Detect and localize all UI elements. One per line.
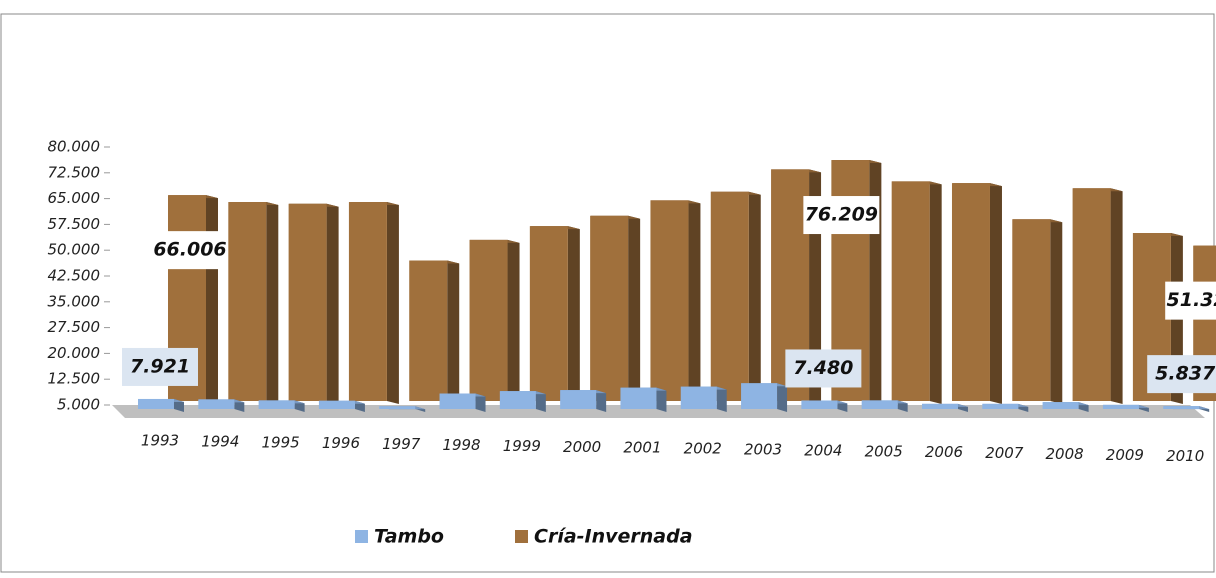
x-tick-label: 2010 xyxy=(1166,447,1204,465)
data-label-box xyxy=(152,231,228,270)
x-tick-label: 1994 xyxy=(201,432,239,450)
x-tick-label: 1993 xyxy=(141,432,179,450)
x-tick-label: 2004 xyxy=(804,441,842,459)
y-tick-label: 42.500 xyxy=(48,267,101,285)
bar-side xyxy=(475,393,486,412)
bar xyxy=(620,387,657,409)
bar xyxy=(560,390,597,409)
data-label: 7.480 xyxy=(793,357,853,379)
bar xyxy=(590,215,629,401)
bar-side xyxy=(567,226,580,404)
bar xyxy=(1072,188,1111,401)
bar-side xyxy=(989,183,1002,404)
bar xyxy=(710,191,749,401)
data-label-box xyxy=(1165,281,1216,320)
legend-label: Tambo xyxy=(374,526,444,548)
bar xyxy=(741,383,778,409)
x-tick-label: 2003 xyxy=(744,441,782,459)
bar xyxy=(469,239,508,401)
y-tick-label: 35.000 xyxy=(48,292,101,310)
bar-side xyxy=(206,195,218,404)
data-label: 66.006 xyxy=(153,239,226,261)
x-tick-label: 1997 xyxy=(382,435,421,453)
bar-side xyxy=(174,398,184,412)
data-label-box xyxy=(785,349,862,388)
y-tick-label: 5.000 xyxy=(57,396,100,414)
y-tick-label: 50.000 xyxy=(48,241,101,259)
bar xyxy=(198,399,235,409)
bar-side xyxy=(716,386,727,412)
x-tick-label: 2005 xyxy=(865,442,903,460)
data-label-box xyxy=(122,347,198,386)
bar-side xyxy=(596,390,607,412)
x-tick-label: 2007 xyxy=(985,444,1024,462)
x-tick-label: 2001 xyxy=(623,439,661,457)
bar-side xyxy=(1110,188,1123,404)
x-tick-label: 2000 xyxy=(563,438,601,456)
x-tick-label: 2008 xyxy=(1045,445,1083,463)
x-tick-label: 1999 xyxy=(503,437,541,455)
bar xyxy=(228,202,267,401)
data-label-box xyxy=(1147,355,1216,394)
legend-swatch xyxy=(355,530,368,543)
data-label: 7.921 xyxy=(130,355,190,377)
legend-swatch xyxy=(515,530,528,543)
bar xyxy=(258,400,295,409)
bar xyxy=(982,403,1019,409)
bar-side xyxy=(507,239,520,404)
bar xyxy=(861,400,898,409)
bar-side xyxy=(748,191,761,404)
bar xyxy=(951,183,990,401)
bar-side xyxy=(777,383,788,412)
y-tick-label: 20.000 xyxy=(48,344,101,362)
y-tick-label: 65.000 xyxy=(48,189,101,207)
bar xyxy=(318,400,355,409)
x-tick-label: 2009 xyxy=(1106,446,1144,464)
bar-side xyxy=(1050,219,1063,404)
y-tick-label: 57.500 xyxy=(48,215,101,233)
legend-label: Cría-Invernada xyxy=(534,526,693,548)
data-label: 51.329 xyxy=(1167,289,1216,311)
bar-side xyxy=(447,260,460,404)
y-tick-label: 72.500 xyxy=(48,163,101,181)
bar xyxy=(1163,406,1200,409)
bar-side xyxy=(234,399,245,412)
data-label-box xyxy=(803,196,880,235)
y-tick-label: 12.500 xyxy=(48,370,101,388)
x-tick-label: 2002 xyxy=(684,440,722,458)
bar-side xyxy=(656,387,667,412)
bar xyxy=(439,393,476,409)
bar-side xyxy=(929,181,942,404)
bar xyxy=(921,403,958,409)
bar-side xyxy=(628,215,641,404)
bar xyxy=(529,226,568,401)
x-tick-label: 2006 xyxy=(925,443,963,461)
bar xyxy=(379,406,416,409)
bar-side xyxy=(535,391,546,412)
y-tick-label: 27.500 xyxy=(48,318,101,336)
bar xyxy=(801,400,838,409)
bar xyxy=(348,202,387,401)
bar-side xyxy=(326,203,339,404)
bar xyxy=(1012,219,1051,401)
bar xyxy=(499,391,536,409)
x-tick-label: 1995 xyxy=(262,433,300,451)
bar xyxy=(409,260,448,401)
data-label: 5.837 xyxy=(1155,363,1216,385)
x-tick-label: 1998 xyxy=(442,436,480,454)
bar xyxy=(1042,402,1079,409)
bar xyxy=(650,200,689,401)
bar-side xyxy=(688,200,701,404)
bar xyxy=(138,398,174,409)
bar-side xyxy=(386,202,399,404)
bar xyxy=(288,203,327,401)
x-tick-label: 1996 xyxy=(322,434,360,452)
bar-side xyxy=(266,202,279,404)
y-tick-label: 80.000 xyxy=(48,138,101,156)
bar xyxy=(891,181,930,401)
bar xyxy=(680,386,717,409)
bar xyxy=(1102,404,1139,409)
data-label: 76.209 xyxy=(805,204,878,226)
